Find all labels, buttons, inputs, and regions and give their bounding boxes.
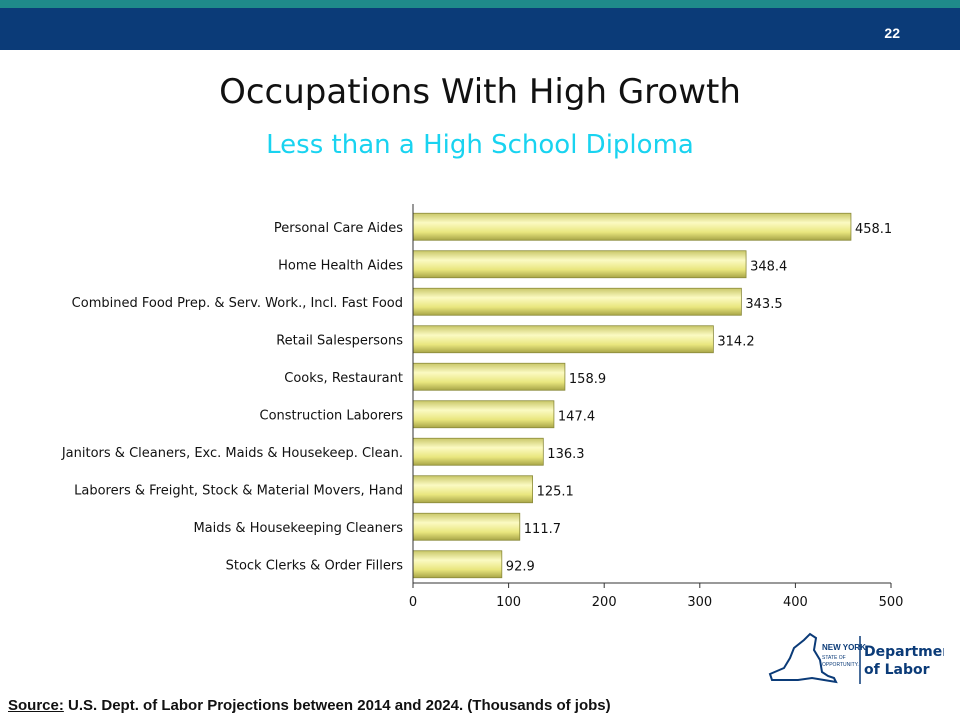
logo-dept1: Department xyxy=(864,644,944,660)
source-note: Source: U.S. Dept. of Labor Projections … xyxy=(8,697,611,714)
data-label: 92.9 xyxy=(506,559,535,574)
logo-line3: OPPORTUNITY. xyxy=(822,662,859,668)
bar xyxy=(412,550,503,579)
category-label: Retail Salespersons xyxy=(276,333,403,348)
page-number: 22 xyxy=(884,25,900,41)
bar xyxy=(412,325,714,354)
logo-line1: NEW YORK xyxy=(822,643,866,652)
bar xyxy=(412,287,742,316)
page-title: Occupations With High Growth xyxy=(219,72,741,112)
category-label: Cooks, Restaurant xyxy=(284,371,403,386)
top-accent-bar xyxy=(0,0,960,8)
category-label: Maids & Housekeeping Cleaners xyxy=(193,521,403,536)
bar xyxy=(412,400,555,429)
nys-labor-logo: NEW YORK STATE OF OPPORTUNITY. Departmen… xyxy=(768,632,944,684)
logo-line2: STATE OF xyxy=(822,655,846,661)
data-label: 147.4 xyxy=(558,409,595,424)
category-label: Combined Food Prep. & Serv. Work., Incl.… xyxy=(72,296,403,311)
bar xyxy=(412,512,521,541)
category-label: Home Health Aides xyxy=(278,258,403,273)
data-label: 111.7 xyxy=(524,522,561,537)
bar-chart: Personal Care Aides 458.1 Home Health Aide… xyxy=(61,204,904,610)
page-subtitle: Less than a High School Diploma xyxy=(266,130,694,160)
data-label: 158.9 xyxy=(569,372,606,387)
bar xyxy=(412,437,544,466)
x-tick-label: 100 xyxy=(496,595,521,610)
data-label: 125.1 xyxy=(537,484,574,499)
x-tick-label: 500 xyxy=(879,595,904,610)
data-label: 343.5 xyxy=(745,297,782,312)
logo-dept2: of Labor xyxy=(864,662,930,678)
data-label: 348.4 xyxy=(750,259,787,274)
data-label: 458.1 xyxy=(855,222,892,237)
bar xyxy=(412,212,852,241)
header-bar: 22 xyxy=(0,8,960,50)
category-label: Stock Clerks & Order Fillers xyxy=(226,558,404,573)
bar xyxy=(412,362,566,391)
bar xyxy=(412,475,533,504)
x-tick-label: 0 xyxy=(409,595,417,610)
category-label: Construction Laborers xyxy=(260,408,404,423)
category-label: Janitors & Cleaners, Exc. Maids & Housek… xyxy=(61,446,403,461)
data-label: 314.2 xyxy=(717,334,754,349)
new-york-state-outline-icon xyxy=(768,632,838,684)
x-tick-label: 300 xyxy=(687,595,712,610)
source-label: Source: xyxy=(8,697,64,714)
x-tick-label: 200 xyxy=(592,595,617,610)
category-label: Laborers & Freight, Stock & Material Mov… xyxy=(74,483,403,498)
data-label: 136.3 xyxy=(547,447,584,462)
source-text: U.S. Dept. of Labor Projections between … xyxy=(63,697,611,714)
category-label: Personal Care Aides xyxy=(274,221,403,236)
bar xyxy=(412,250,747,279)
x-tick-label: 400 xyxy=(783,595,808,610)
